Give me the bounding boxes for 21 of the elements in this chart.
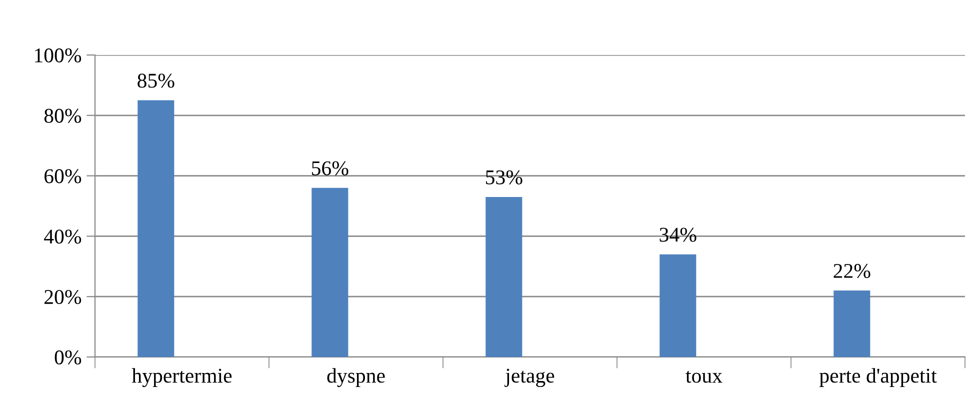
y-tick-label: 40% <box>44 230 82 244</box>
x-tick-label: perte d'appetit <box>819 368 937 388</box>
y-tick-label: 20% <box>44 290 82 304</box>
y-tick-label: 0% <box>54 350 82 364</box>
x-tick-label: toux <box>686 370 722 383</box>
y-tick-label: 100% <box>35 48 82 62</box>
data-label: 85% <box>138 74 174 88</box>
data-label: 22% <box>834 264 870 278</box>
x-tick-label: jetage <box>504 368 554 388</box>
bar <box>660 254 696 357</box>
bar <box>138 100 174 357</box>
x-tick-label: hypertermie <box>132 368 232 388</box>
bar <box>486 196 522 357</box>
y-tick-label: 80% <box>44 108 82 123</box>
bar <box>312 188 348 357</box>
data-label: 53% <box>486 170 522 184</box>
data-label: 34% <box>660 228 696 242</box>
data-label: 56% <box>312 161 348 176</box>
bar <box>834 290 870 357</box>
x-tick-label: dyspne <box>327 368 385 388</box>
y-tick-label: 60% <box>44 169 82 184</box>
